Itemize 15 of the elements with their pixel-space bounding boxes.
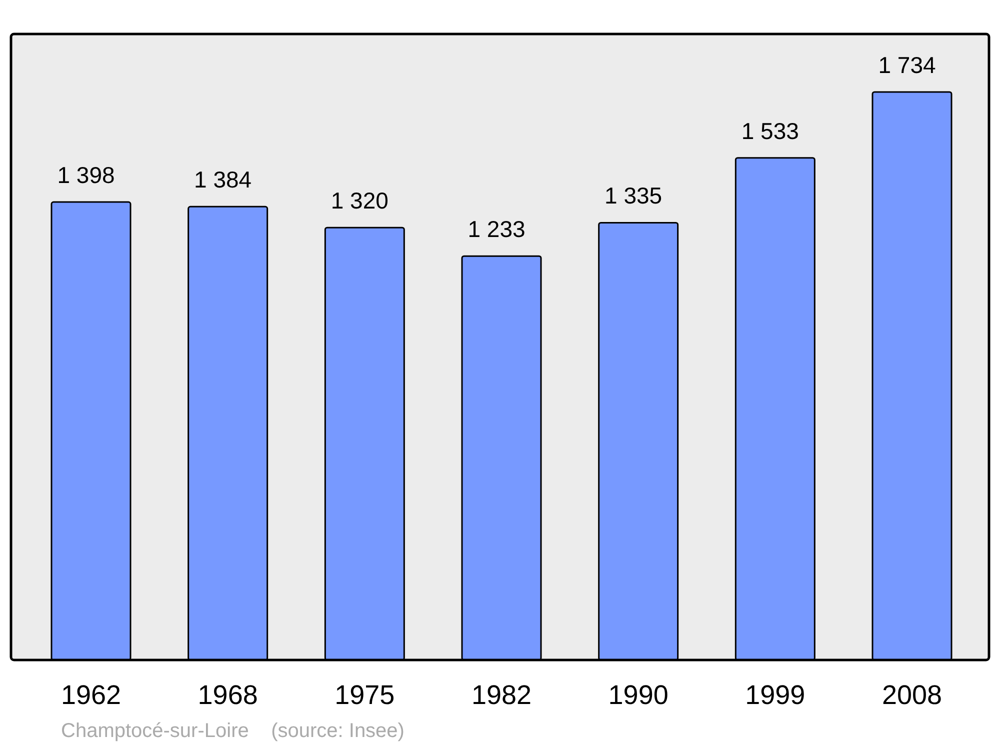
data-label: 1 384 [194, 166, 252, 193]
data-label: 1 335 [604, 182, 662, 209]
x-tick-label: 1999 [745, 680, 806, 710]
x-tick-label: 1990 [608, 680, 668, 710]
data-label: 1 398 [57, 162, 115, 188]
x-tick-label: 1968 [198, 680, 258, 710]
data-label: 1 734 [878, 52, 936, 78]
data-label: 1 533 [741, 118, 799, 144]
x-tick-label: 2008 [882, 680, 942, 710]
text: Champtocé-sur-Loire (source: Insee) [61, 720, 404, 742]
x-tick-label: 1962 [60, 680, 122, 710]
data-label: 1 233 [468, 216, 526, 242]
x-tick-label: 1975 [334, 680, 395, 710]
x-tick-label: 1982 [471, 680, 532, 710]
data-label: 1 320 [330, 188, 388, 214]
